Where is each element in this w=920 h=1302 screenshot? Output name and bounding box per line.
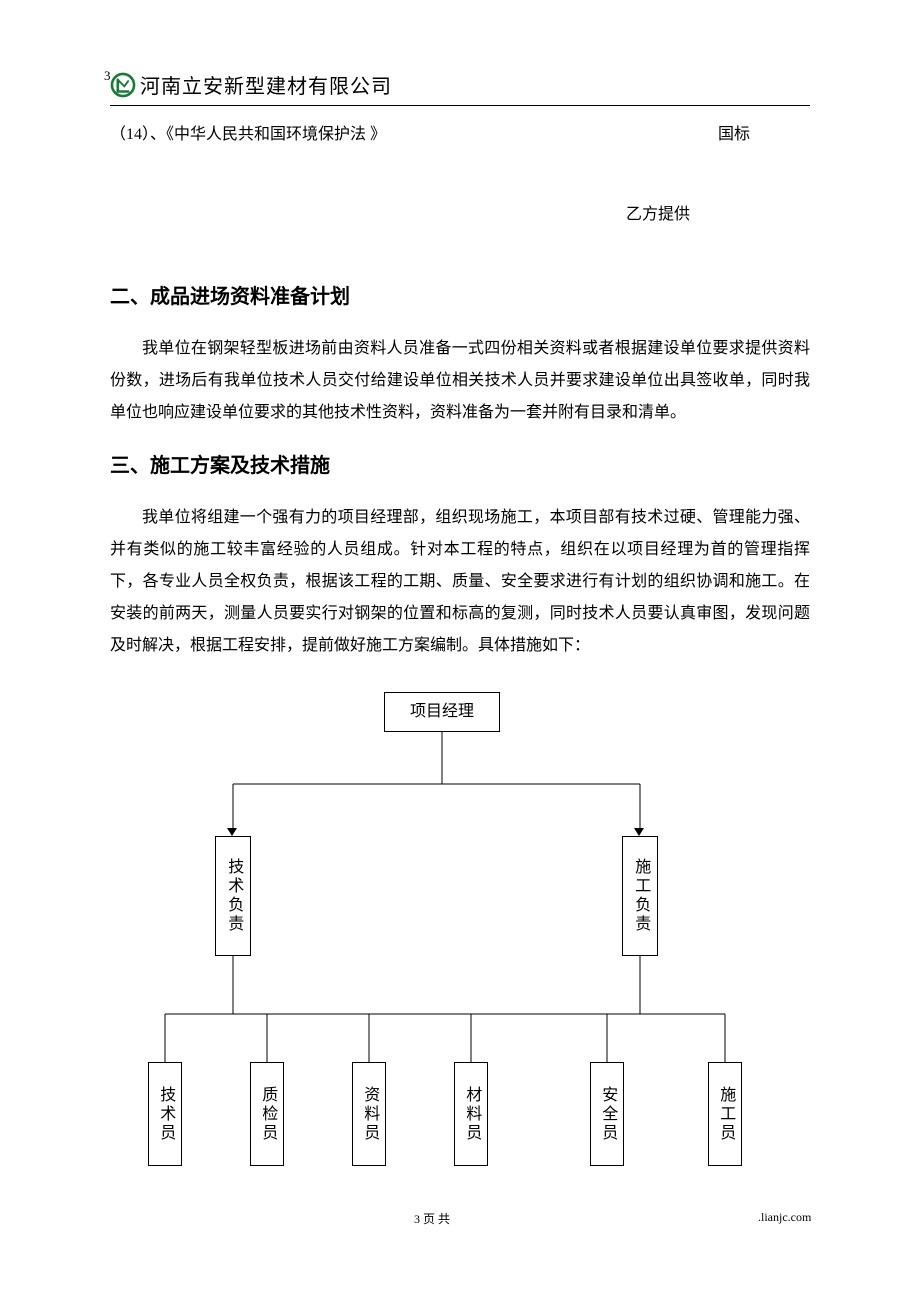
- org-node-leaf3: 资料员: [352, 1062, 386, 1166]
- footer-page-number: 3 页 共: [414, 1210, 450, 1227]
- org-node-leaf5: 安全员: [590, 1062, 624, 1166]
- section-3-title: 三、施工方案及技术措施: [110, 449, 810, 478]
- company-logo-icon: [110, 72, 136, 98]
- org-chart: 项目经理技术负责 施工负责技术员 质检员 资料员 材料员 安全员 施工员: [110, 692, 810, 1182]
- reference-label: （14）、《中华人民共和国环境保护法 》: [110, 120, 386, 144]
- org-node-mid_right: 施工负责: [622, 836, 658, 956]
- org-node-root: 项目经理: [384, 692, 500, 732]
- org-node-leaf2: 质检员: [250, 1062, 284, 1166]
- page-header: 河南立安新型建材有限公司: [110, 70, 810, 99]
- company-name: 河南立安新型建材有限公司: [140, 70, 392, 99]
- section-3-body: 我单位将组建一个强有力的项目经理部，组织现场施工，本项目部有技术过硬、管理能力强…: [110, 502, 810, 662]
- org-node-leaf6: 施工员: [708, 1062, 742, 1166]
- reference-standard: 国标: [718, 120, 750, 144]
- org-node-leaf4: 材料员: [454, 1062, 488, 1166]
- footer-link-text: .lianjc.com: [758, 1210, 811, 1225]
- section-2-body: 我单位在钢架轻型板进场前由资料人员准备一式四份相关资料或者根据建设单位要求提供资…: [110, 333, 810, 429]
- page-number-top: 3: [104, 68, 111, 84]
- reference-item-14: （14）、《中华人民共和国环境保护法 》 国标: [110, 120, 810, 144]
- header-divider: [110, 105, 810, 106]
- provider-note: 乙方提供: [110, 200, 690, 224]
- org-node-mid_left: 技术负责: [215, 836, 251, 956]
- section-2-title: 二、成品进场资料准备计划: [110, 280, 810, 309]
- org-node-leaf1: 技术员: [148, 1062, 182, 1166]
